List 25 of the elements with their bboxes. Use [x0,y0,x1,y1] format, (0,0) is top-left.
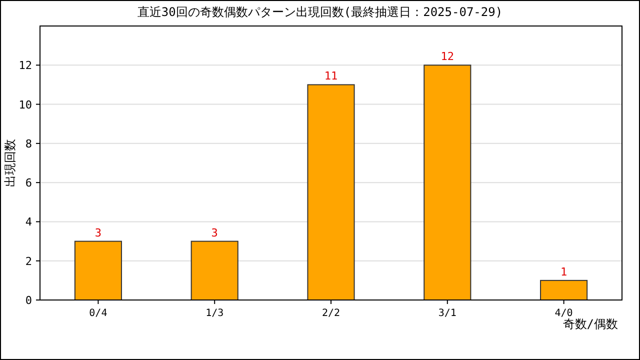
y-axis-title: 出現回数 [3,139,17,187]
y-tick-label: 0 [25,294,32,307]
x-tick-label: 2/2 [322,308,340,319]
x-tick-label: 3/1 [438,308,456,319]
bar [307,84,355,300]
x-tick-label: 4/0 [554,308,573,319]
y-tick-label: 12 [18,59,32,72]
y-tick-label: 2 [25,254,32,268]
data-label: 12 [440,50,454,64]
data-label: 11 [324,70,338,83]
bar [540,280,588,300]
x-tick-label: 1/3 [206,308,224,319]
x-axis-title: 奇数/偶数 [562,317,618,331]
data-label: 3 [211,226,218,240]
data-label: 1 [560,265,568,278]
bar [424,64,472,300]
bar [74,240,122,300]
data-label: 3 [94,226,102,240]
x-tick-label: 0/4 [89,308,108,319]
y-tick-label: 10 [18,98,32,112]
y-tick-label: 8 [25,137,32,150]
y-tick-label: 6 [25,176,32,190]
y-tick-label: 4 [25,216,32,229]
bar [190,240,238,300]
chart-title: 直近30回の奇数偶数パターン出現回数(最終抽選日：2025-07-29) [137,5,503,19]
